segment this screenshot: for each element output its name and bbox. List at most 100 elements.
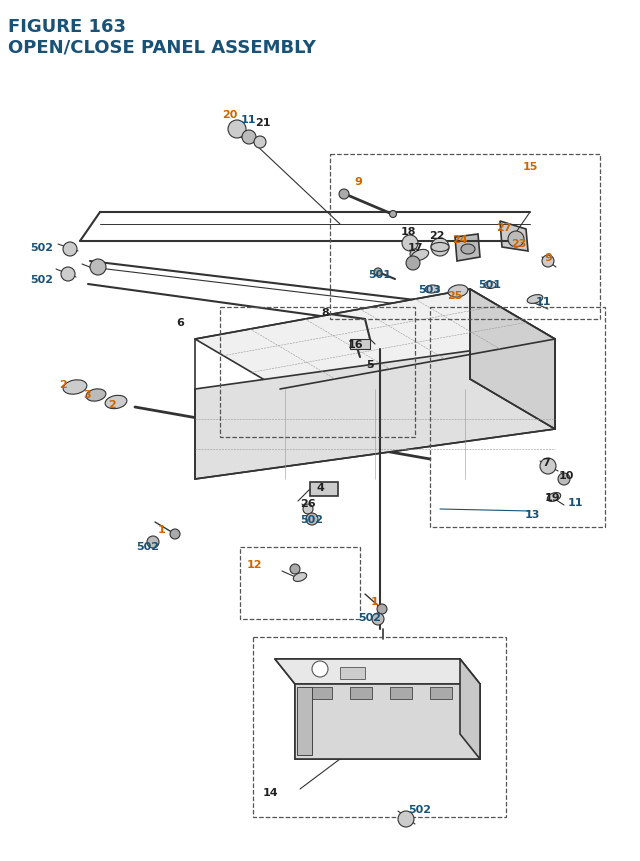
Circle shape (398, 811, 414, 827)
Ellipse shape (412, 250, 429, 262)
Bar (220, 307, 415, 437)
Text: 20: 20 (222, 110, 237, 120)
Text: 11: 11 (535, 297, 551, 307)
Circle shape (410, 250, 420, 260)
Text: 503: 503 (419, 285, 442, 294)
Text: 502: 502 (31, 243, 54, 253)
Polygon shape (460, 660, 480, 759)
Text: 12: 12 (246, 560, 262, 569)
Circle shape (312, 661, 328, 678)
Circle shape (306, 513, 318, 525)
Text: 2: 2 (108, 400, 116, 410)
Text: 11: 11 (240, 115, 256, 125)
Bar (390, 687, 412, 699)
Text: 13: 13 (524, 510, 540, 519)
Circle shape (339, 189, 349, 200)
Polygon shape (195, 289, 555, 389)
Bar (253, 637, 506, 817)
Text: 17: 17 (407, 243, 423, 253)
Text: 8: 8 (321, 307, 329, 318)
Circle shape (377, 604, 387, 614)
Bar (350, 339, 370, 350)
Circle shape (290, 564, 300, 574)
Bar (310, 687, 332, 699)
Text: 502: 502 (358, 612, 381, 623)
Text: 501: 501 (479, 280, 502, 289)
Bar (240, 548, 360, 619)
Text: 2: 2 (59, 380, 67, 389)
Circle shape (390, 211, 397, 218)
Circle shape (540, 458, 556, 474)
Text: 1: 1 (371, 597, 379, 606)
Text: 3: 3 (83, 389, 91, 400)
Text: 502: 502 (136, 542, 159, 551)
Text: 5: 5 (366, 360, 374, 369)
Ellipse shape (461, 245, 475, 255)
Circle shape (508, 232, 524, 248)
Text: 23: 23 (511, 238, 527, 249)
Ellipse shape (484, 282, 496, 289)
Text: 15: 15 (522, 162, 538, 172)
Text: 7: 7 (542, 457, 550, 468)
Circle shape (558, 474, 570, 486)
Text: FIGURE 163: FIGURE 163 (8, 18, 126, 36)
Polygon shape (500, 222, 528, 251)
Text: 26: 26 (300, 499, 316, 508)
Ellipse shape (425, 286, 439, 294)
Text: 24: 24 (452, 235, 468, 245)
Circle shape (63, 243, 77, 257)
Circle shape (90, 260, 106, 276)
Text: 502: 502 (301, 514, 323, 524)
Text: 21: 21 (255, 118, 271, 127)
Text: 1: 1 (158, 524, 166, 535)
Text: 502: 502 (408, 804, 431, 814)
Circle shape (372, 613, 384, 625)
Circle shape (147, 536, 159, 548)
Text: 19: 19 (544, 492, 560, 503)
Circle shape (374, 269, 382, 276)
Circle shape (228, 121, 246, 139)
Bar (430, 307, 605, 528)
Text: 9: 9 (544, 253, 552, 263)
Bar (310, 482, 338, 497)
Ellipse shape (547, 493, 561, 502)
Ellipse shape (431, 243, 449, 252)
Ellipse shape (448, 286, 468, 298)
Circle shape (242, 131, 256, 145)
Bar (340, 667, 365, 679)
Circle shape (170, 530, 180, 539)
Bar (350, 687, 372, 699)
Text: 22: 22 (429, 231, 445, 241)
Text: 18: 18 (400, 226, 416, 237)
Ellipse shape (105, 396, 127, 409)
Text: 501: 501 (369, 269, 392, 280)
Text: 25: 25 (447, 291, 463, 300)
Bar (330, 155, 600, 319)
Text: 14: 14 (262, 787, 278, 797)
Bar (297, 687, 312, 755)
Text: 27: 27 (496, 223, 512, 232)
Text: 10: 10 (558, 470, 573, 480)
Text: 502: 502 (31, 275, 54, 285)
Circle shape (254, 137, 266, 149)
Text: 16: 16 (347, 339, 363, 350)
Polygon shape (295, 684, 480, 759)
Circle shape (402, 236, 418, 251)
Bar (430, 687, 452, 699)
Polygon shape (470, 289, 555, 430)
Circle shape (542, 256, 554, 268)
Ellipse shape (293, 573, 307, 582)
Text: 4: 4 (316, 482, 324, 492)
Circle shape (303, 505, 313, 514)
Text: 6: 6 (176, 318, 184, 328)
Ellipse shape (86, 389, 106, 402)
Text: 11: 11 (567, 498, 583, 507)
Text: 9: 9 (354, 177, 362, 187)
Circle shape (431, 238, 449, 257)
Text: OPEN/CLOSE PANEL ASSEMBLY: OPEN/CLOSE PANEL ASSEMBLY (8, 38, 316, 56)
Polygon shape (455, 235, 480, 262)
Circle shape (406, 257, 420, 270)
Circle shape (61, 268, 75, 282)
Polygon shape (195, 339, 555, 480)
Polygon shape (275, 660, 480, 684)
